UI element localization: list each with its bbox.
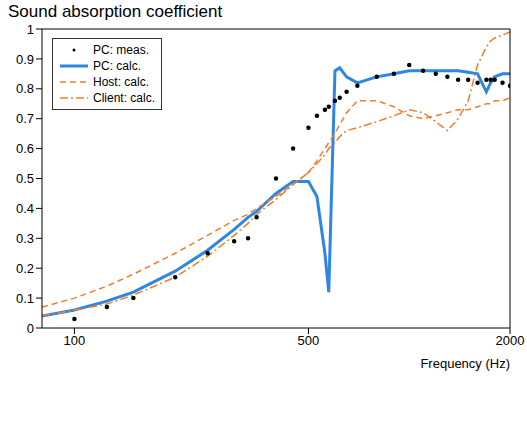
svg-text:0.3: 0.3 xyxy=(16,231,34,246)
svg-text:0.4: 0.4 xyxy=(16,201,34,216)
svg-text:500: 500 xyxy=(298,333,320,348)
html-text:PC: meas.: PC: meas. xyxy=(93,43,149,57)
svg-text:1: 1 xyxy=(27,22,34,37)
html-text:Host: calc.: Host: calc. xyxy=(93,75,149,89)
svg-text:0.1: 0.1 xyxy=(16,291,34,306)
svg-text:0: 0 xyxy=(27,321,34,336)
svg-text:2000: 2000 xyxy=(496,333,525,348)
svg-text:100: 100 xyxy=(64,333,86,348)
html-text:Sound absorption coefficient: Sound absorption coefficient xyxy=(8,2,223,21)
svg-text:0.8: 0.8 xyxy=(16,81,34,96)
html-text:Client: calc.: Client: calc. xyxy=(93,91,155,105)
svg-text:0.7: 0.7 xyxy=(16,111,34,126)
svg-text:0.9: 0.9 xyxy=(16,52,34,67)
html-text:PC: calc.: PC: calc. xyxy=(93,59,141,73)
svg-text:0.5: 0.5 xyxy=(16,171,34,186)
svg-text:0.6: 0.6 xyxy=(16,141,34,156)
svg-text:0.2: 0.2 xyxy=(16,261,34,276)
svg-text:Frequency (Hz): Frequency (Hz) xyxy=(420,356,510,371)
